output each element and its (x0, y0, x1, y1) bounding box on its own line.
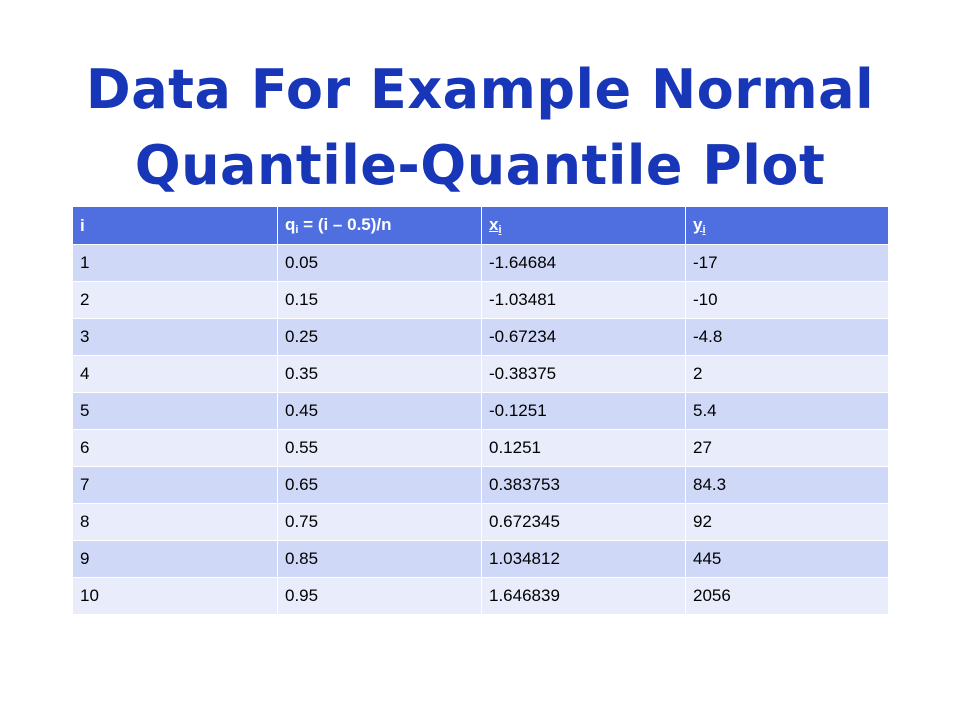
cell-xi: 1.646839 (481, 577, 686, 615)
header-i: i (72, 206, 278, 245)
cell-qi: 0.55 (277, 429, 482, 467)
cell-i: 5 (72, 392, 278, 430)
cell-qi: 0.05 (277, 244, 482, 282)
slide-title-line-1: Data For Example Normal (85, 58, 875, 121)
header-xi-subscript: i (498, 224, 502, 236)
table-row: 5 0.45 -0.1251 5.4 (72, 392, 889, 430)
cell-qi: 0.85 (277, 540, 482, 578)
cell-yi: -10 (685, 281, 889, 319)
header-qi-main: q (285, 215, 296, 234)
cell-i: 7 (72, 466, 278, 504)
cell-yi: 2056 (685, 577, 889, 615)
cell-i: 9 (72, 540, 278, 578)
cell-i: 4 (72, 355, 278, 393)
cell-xi: -1.64684 (481, 244, 686, 282)
header-yi-subscript: i (702, 224, 706, 236)
header-i-label: i (80, 215, 85, 235)
cell-qi: 0.15 (277, 281, 482, 319)
header-xi-main: x (489, 215, 499, 234)
cell-qi: 0.25 (277, 318, 482, 356)
table-row: 6 0.55 0.1251 27 (72, 429, 889, 467)
cell-xi: -0.38375 (481, 355, 686, 393)
cell-i: 6 (72, 429, 278, 467)
cell-i: 3 (72, 318, 278, 356)
cell-xi: 0.1251 (481, 429, 686, 467)
table-row: 7 0.65 0.383753 84.3 (72, 466, 889, 504)
header-yi-main: y (693, 215, 703, 234)
cell-xi: -0.1251 (481, 392, 686, 430)
cell-xi: 1.034812 (481, 540, 686, 578)
quantile-data-table: i qi = (i – 0.5)/n xi yi 1 0.05 -1.64684… (72, 206, 889, 615)
cell-xi: 0.672345 (481, 503, 686, 541)
cell-yi: -17 (685, 244, 889, 282)
cell-xi: 0.383753 (481, 466, 686, 504)
table-row: 1 0.05 -1.64684 -17 (72, 244, 889, 282)
cell-i: 2 (72, 281, 278, 319)
header-qi-formula: = (i – 0.5)/n (298, 215, 392, 234)
header-qi: qi = (i – 0.5)/n (277, 206, 482, 245)
cell-xi: -1.03481 (481, 281, 686, 319)
table-row: 8 0.75 0.672345 92 (72, 503, 889, 541)
table-header-row: i qi = (i – 0.5)/n xi yi (72, 206, 889, 245)
cell-yi: 27 (685, 429, 889, 467)
cell-qi: 0.45 (277, 392, 482, 430)
table-row: 3 0.25 -0.67234 -4.8 (72, 318, 889, 356)
table-row: 2 0.15 -1.03481 -10 (72, 281, 889, 319)
cell-xi: -0.67234 (481, 318, 686, 356)
cell-yi: 2 (685, 355, 889, 393)
cell-i: 1 (72, 244, 278, 282)
slide-title: Data For Example Normal Quantile-Quantil… (40, 52, 920, 204)
header-yi: yi (685, 206, 889, 245)
cell-yi: -4.8 (685, 318, 889, 356)
cell-i: 8 (72, 503, 278, 541)
cell-qi: 0.75 (277, 503, 482, 541)
slide-title-line-2: Quantile-Quantile Plot (134, 134, 826, 197)
cell-qi: 0.65 (277, 466, 482, 504)
cell-yi: 84.3 (685, 466, 889, 504)
table-row: 9 0.85 1.034812 445 (72, 540, 889, 578)
cell-qi: 0.95 (277, 577, 482, 615)
cell-yi: 5.4 (685, 392, 889, 430)
table-row: 4 0.35 -0.38375 2 (72, 355, 889, 393)
cell-qi: 0.35 (277, 355, 482, 393)
header-xi: xi (481, 206, 686, 245)
cell-yi: 92 (685, 503, 889, 541)
cell-yi: 445 (685, 540, 889, 578)
table-row: 10 0.95 1.646839 2056 (72, 577, 889, 615)
header-qi-subscript: i (295, 224, 299, 236)
cell-i: 10 (72, 577, 278, 615)
